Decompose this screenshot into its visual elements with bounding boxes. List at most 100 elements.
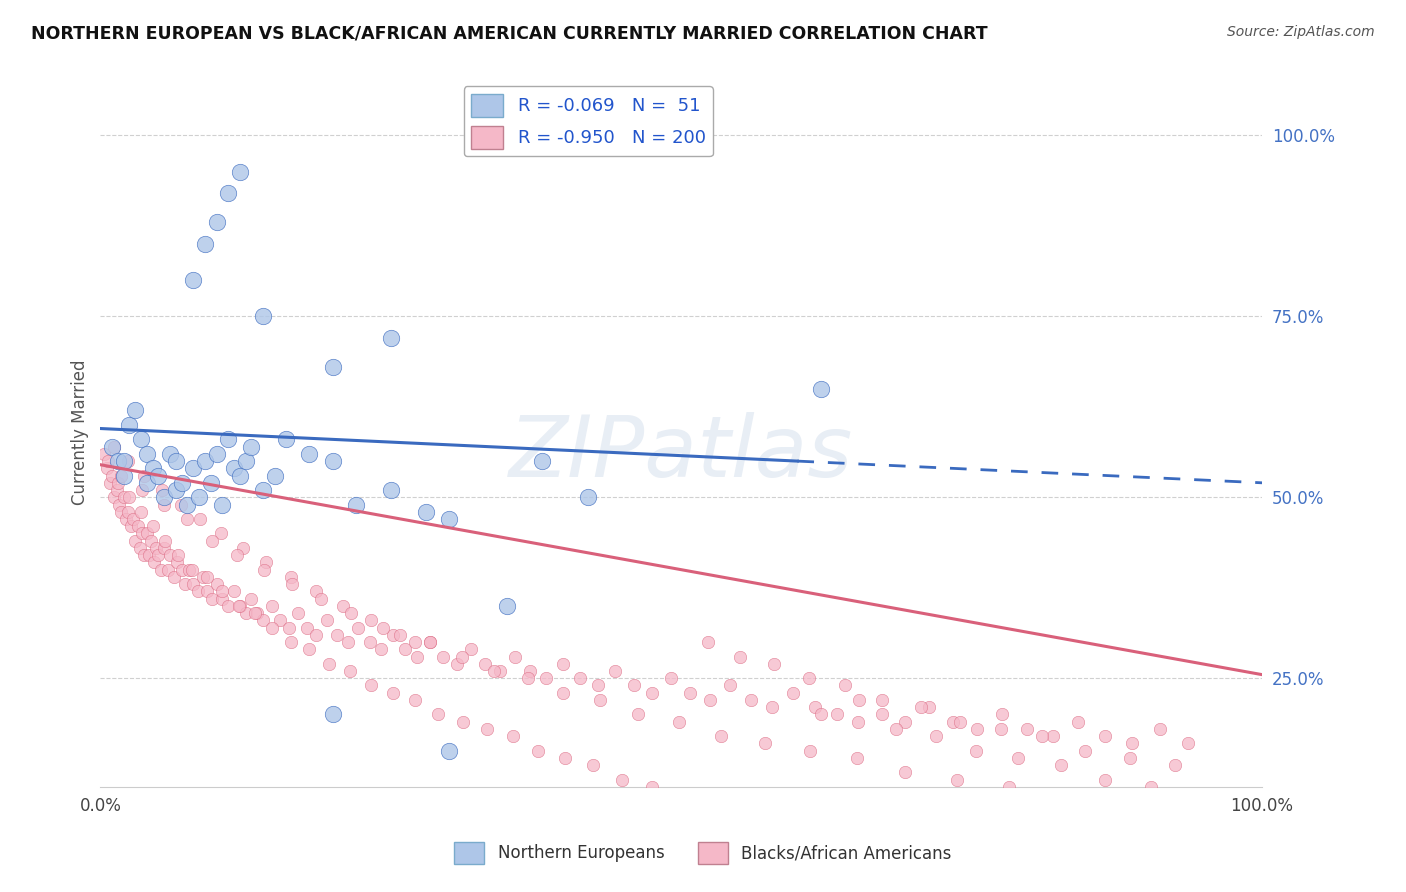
Legend: R = -0.069   N =  51, R = -0.950   N = 200: R = -0.069 N = 51, R = -0.950 N = 200	[464, 87, 713, 156]
Point	[170, 563, 193, 577]
Point	[229, 468, 252, 483]
Point	[576, 490, 599, 504]
Point	[176, 512, 198, 526]
Point	[155, 533, 177, 548]
Point	[229, 164, 252, 178]
Point	[240, 591, 263, 606]
Point	[382, 686, 405, 700]
Point	[1017, 722, 1039, 736]
Point	[627, 707, 650, 722]
Point	[280, 635, 302, 649]
Point	[997, 780, 1019, 794]
Point	[1094, 729, 1116, 743]
Point	[340, 606, 363, 620]
Point	[118, 417, 141, 432]
Point	[162, 570, 184, 584]
Point	[641, 686, 664, 700]
Point	[554, 751, 576, 765]
Point	[96, 461, 118, 475]
Point	[153, 490, 176, 504]
Point	[949, 714, 972, 729]
Point	[527, 744, 550, 758]
Point	[141, 533, 163, 548]
Point	[582, 758, 605, 772]
Point	[1094, 772, 1116, 787]
Point	[112, 468, 135, 483]
Point	[252, 310, 274, 324]
Point	[569, 671, 592, 685]
Point	[394, 642, 416, 657]
Point	[150, 483, 173, 497]
Point	[131, 483, 153, 497]
Point	[101, 440, 124, 454]
Point	[359, 635, 381, 649]
Point	[489, 664, 512, 678]
Point	[138, 548, 160, 562]
Point	[98, 475, 121, 490]
Point	[135, 475, 157, 490]
Point	[503, 649, 526, 664]
Point	[112, 454, 135, 468]
Point	[97, 454, 120, 468]
Point	[360, 678, 382, 692]
Point	[235, 454, 257, 468]
Point	[262, 599, 284, 613]
Point	[404, 693, 426, 707]
Point	[305, 628, 328, 642]
Point	[269, 613, 291, 627]
Point	[965, 744, 987, 758]
Point	[773, 809, 796, 823]
Point	[263, 468, 285, 483]
Point	[195, 570, 218, 584]
Point	[924, 729, 946, 743]
Point	[763, 657, 786, 671]
Point	[1149, 722, 1171, 736]
Point	[222, 461, 245, 475]
Point	[1227, 809, 1250, 823]
Point	[437, 744, 460, 758]
Text: NORTHERN EUROPEAN VS BLACK/AFRICAN AMERICAN CURRENTLY MARRIED CORRELATION CHART: NORTHERN EUROPEAN VS BLACK/AFRICAN AMERI…	[31, 25, 987, 43]
Point	[1139, 780, 1161, 794]
Point	[318, 657, 340, 671]
Point	[124, 403, 146, 417]
Point	[305, 584, 328, 599]
Point	[659, 671, 682, 685]
Point	[834, 678, 856, 692]
Point	[277, 621, 299, 635]
Point	[322, 454, 344, 468]
Point	[112, 490, 135, 504]
Point	[502, 729, 524, 743]
Point	[730, 649, 752, 664]
Point	[127, 519, 149, 533]
Point	[672, 787, 695, 801]
Point	[191, 570, 214, 584]
Point	[209, 526, 232, 541]
Point	[188, 490, 211, 504]
Point	[406, 649, 429, 664]
Point	[696, 635, 718, 649]
Point	[894, 765, 917, 780]
Text: ZIPatlas: ZIPatlas	[509, 412, 853, 495]
Point	[623, 678, 645, 692]
Point	[194, 454, 217, 468]
Point	[810, 707, 832, 722]
Point	[256, 556, 278, 570]
Point	[432, 649, 454, 664]
Point	[295, 621, 318, 635]
Point	[159, 447, 181, 461]
Point	[118, 490, 141, 504]
Point	[205, 577, 228, 591]
Point	[825, 707, 848, 722]
Point	[710, 729, 733, 743]
Point	[188, 512, 211, 526]
Point	[347, 621, 370, 635]
Point	[530, 454, 553, 468]
Point	[217, 599, 239, 613]
Point	[415, 505, 437, 519]
Point	[166, 556, 188, 570]
Point	[845, 751, 868, 765]
Point	[382, 628, 405, 642]
Point	[169, 498, 191, 512]
Point	[917, 700, 939, 714]
Point	[128, 541, 150, 555]
